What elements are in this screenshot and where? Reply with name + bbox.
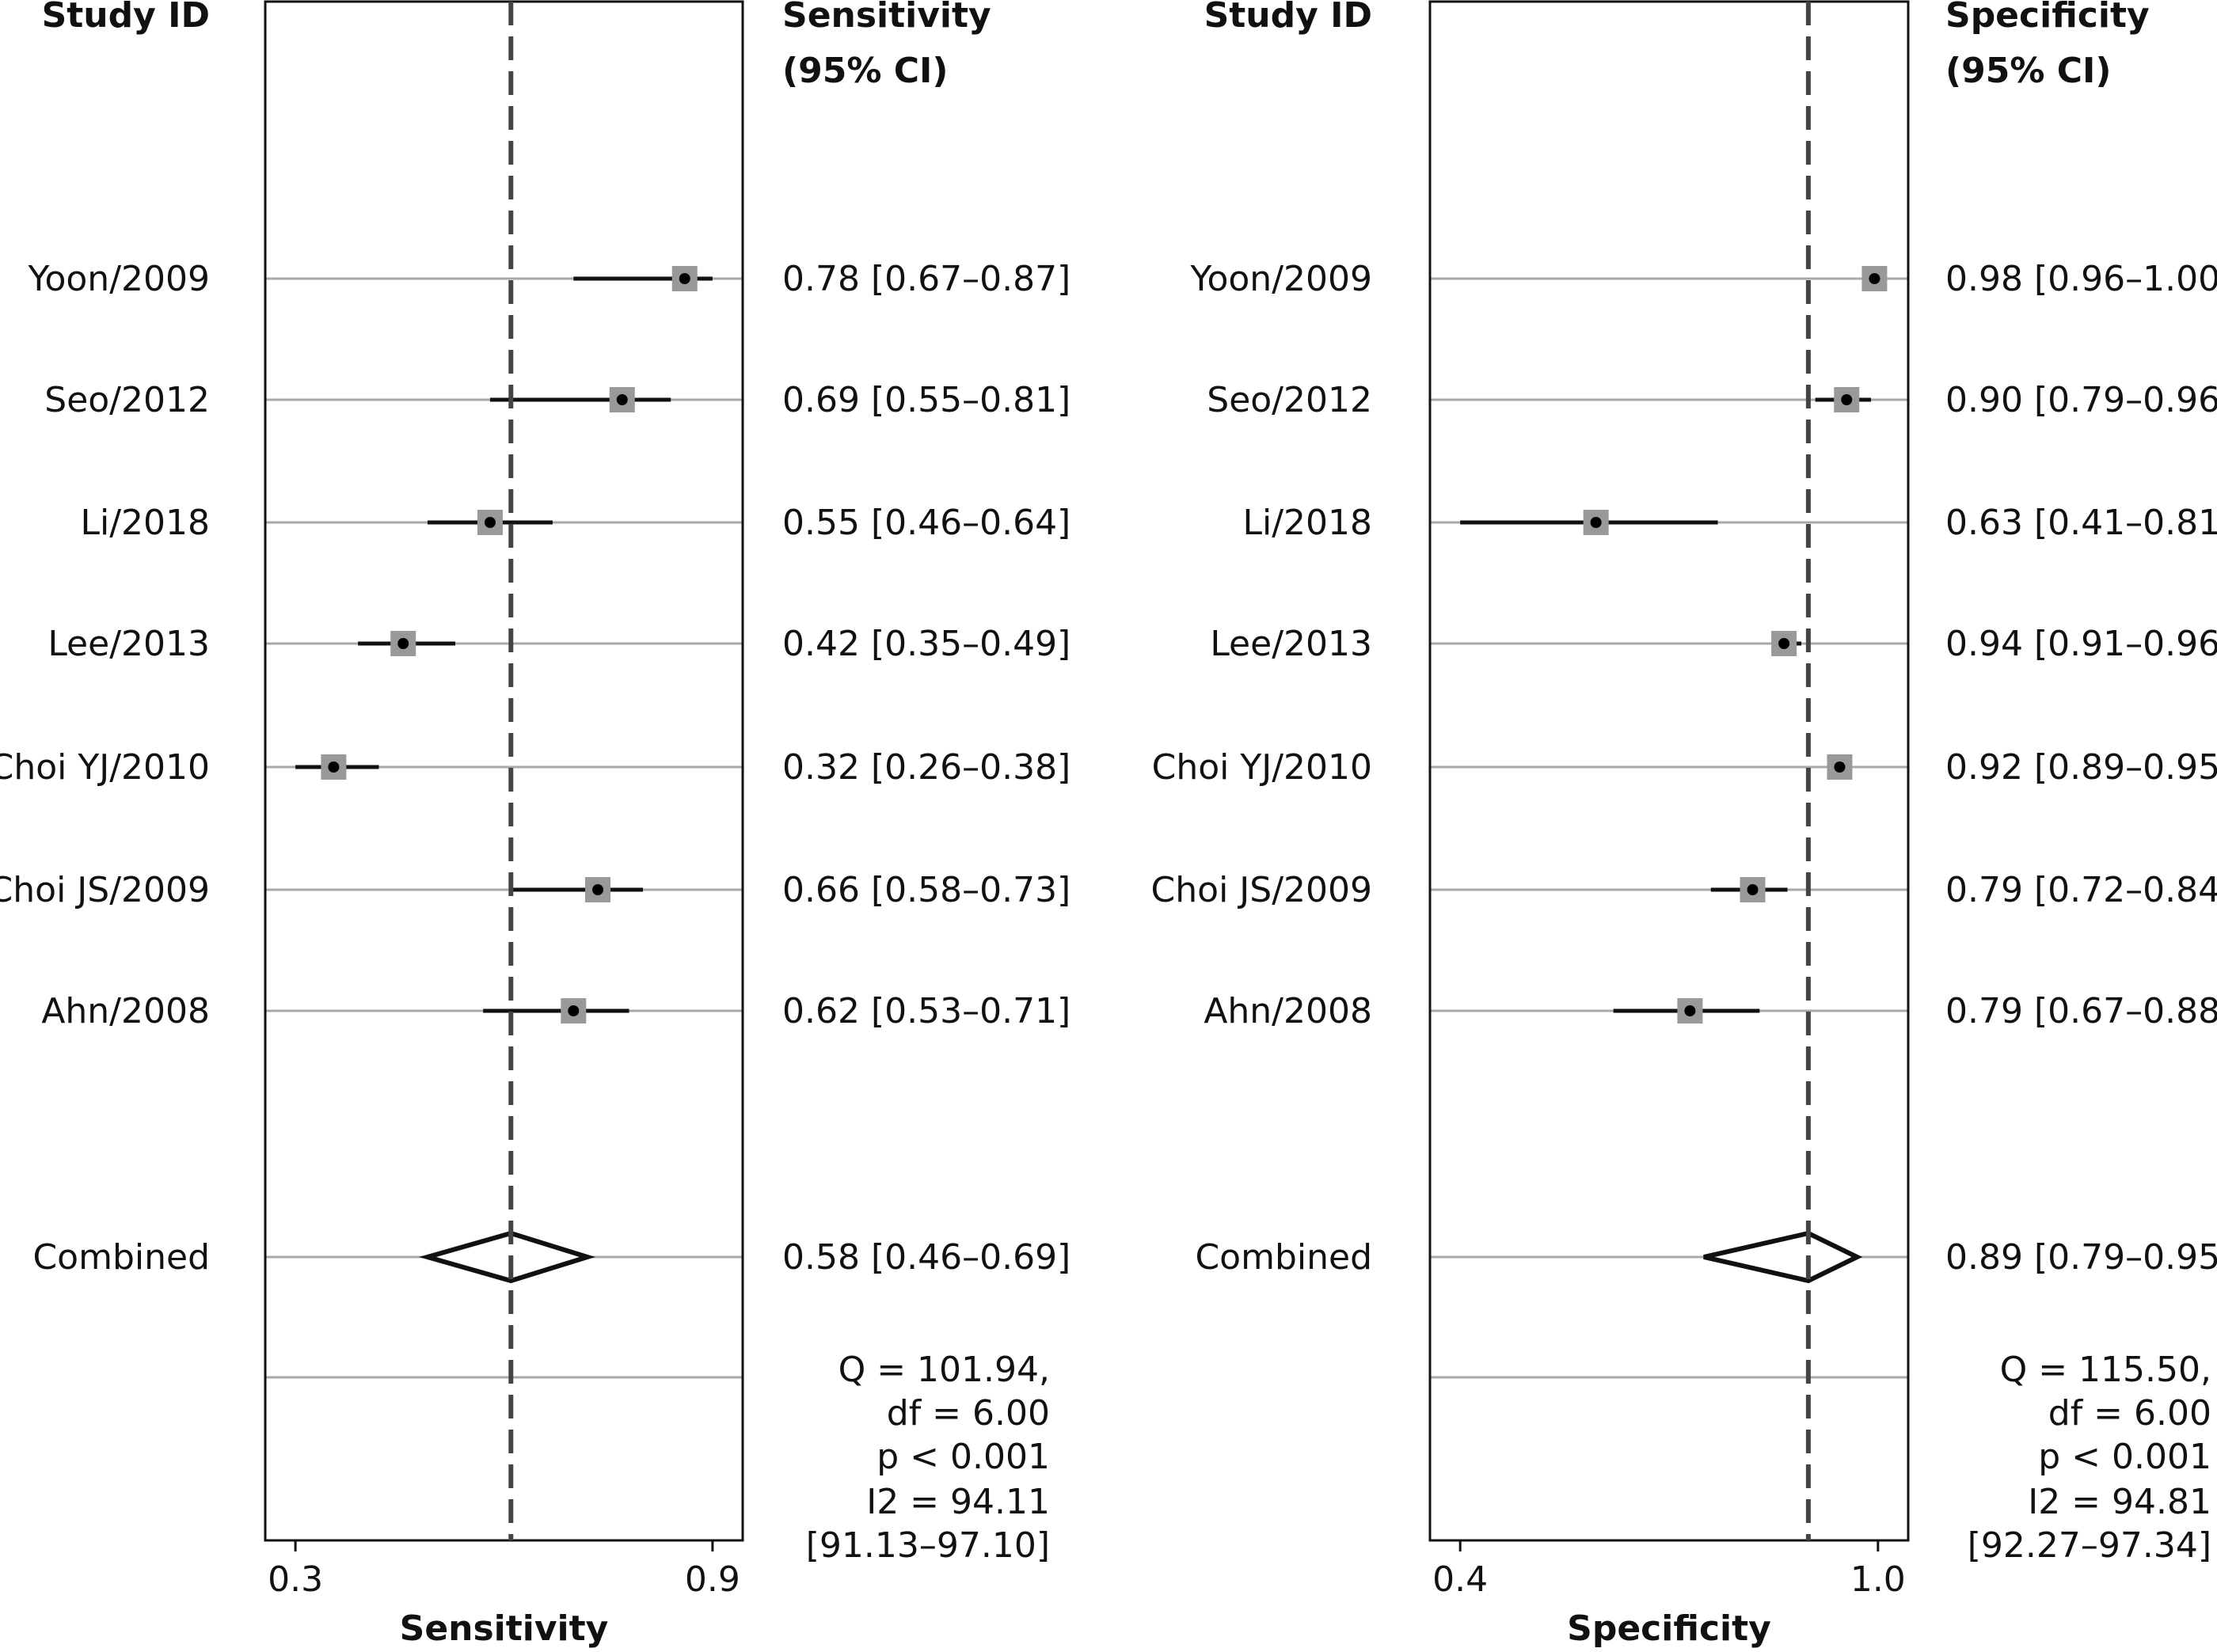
point-estimate bbox=[616, 394, 628, 405]
point-estimate bbox=[1841, 394, 1853, 405]
study-id-header: Study ID bbox=[42, 0, 210, 36]
study-label: Li/2018 bbox=[80, 503, 210, 543]
study-label: Li/2018 bbox=[1242, 503, 1372, 543]
combined-label: Combined bbox=[32, 1237, 210, 1278]
study-label: Choi JS/2009 bbox=[0, 870, 210, 910]
point-estimate bbox=[1747, 884, 1759, 895]
study-estimate-text: 0.94 [0.91–0.96] bbox=[1945, 624, 2217, 664]
study-estimate-text: 0.66 [0.58–0.73] bbox=[782, 870, 1070, 910]
study-estimate-text: 0.63 [0.41–0.81] bbox=[1945, 503, 2217, 543]
study-estimate-text: 0.69 [0.55–0.81] bbox=[782, 380, 1070, 420]
study-label: Seo/2012 bbox=[44, 380, 210, 420]
forest-panel-1: Study ID Sensitivity (95% CI) 0.3 0.9 Sensiti… bbox=[0, 0, 1070, 1649]
study-label: Choi YJ/2010 bbox=[0, 747, 210, 788]
study-label: Lee/2013 bbox=[48, 624, 210, 664]
point-estimate bbox=[484, 517, 496, 528]
heterogeneity-stat: df = 6.00 bbox=[2048, 1393, 2211, 1434]
study-estimate-text: 0.78 [0.67–0.87] bbox=[782, 259, 1070, 299]
point-estimate bbox=[568, 1005, 580, 1016]
heterogeneity-stat: p < 0.001 bbox=[2038, 1437, 2211, 1477]
point-estimate bbox=[1778, 638, 1790, 649]
heterogeneity-stat: [91.13–97.10] bbox=[806, 1525, 1050, 1566]
ci-header: (95% CI) bbox=[1945, 51, 2112, 91]
point-estimate bbox=[328, 761, 340, 773]
study-label: Choi JS/2009 bbox=[1151, 870, 1372, 910]
x-tick-label: 0.4 bbox=[1432, 1559, 1488, 1600]
x-axis-label: Sensitivity bbox=[400, 1608, 609, 1649]
point-estimate bbox=[397, 638, 409, 649]
study-estimate-text: 0.92 [0.89–0.95] bbox=[1945, 747, 2217, 788]
heterogeneity-stat: [92.27–97.34] bbox=[1968, 1525, 2211, 1566]
combined-estimate-text: 0.89 [0.79–0.95] bbox=[1945, 1237, 2217, 1278]
study-label: Lee/2013 bbox=[1210, 624, 1372, 664]
x-axis-label: Specificity bbox=[1567, 1608, 1771, 1649]
study-label: Seo/2012 bbox=[1207, 380, 1372, 420]
study-estimate-text: 0.79 [0.72–0.84] bbox=[1945, 870, 2217, 910]
point-estimate bbox=[1684, 1005, 1696, 1016]
point-estimate bbox=[592, 884, 604, 895]
study-estimate-text: 0.79 [0.67–0.88] bbox=[1945, 991, 2217, 1031]
heterogeneity-stat: p < 0.001 bbox=[877, 1437, 1050, 1477]
point-estimate bbox=[1834, 761, 1846, 773]
ci-header: (95% CI) bbox=[782, 51, 949, 91]
heterogeneity-stat: I2 = 94.11 bbox=[866, 1482, 1050, 1522]
heterogeneity-stat: df = 6.00 bbox=[887, 1393, 1050, 1434]
study-estimate-text: 0.90 [0.79–0.96] bbox=[1945, 380, 2217, 420]
plot-frame bbox=[264, 0, 744, 1542]
study-estimate-text: 0.42 [0.35–0.49] bbox=[782, 624, 1070, 664]
point-estimate bbox=[1869, 273, 1880, 284]
x-tick-label: 1.0 bbox=[1850, 1559, 1906, 1600]
study-label: Ahn/2008 bbox=[41, 991, 210, 1031]
combined-estimate-text: 0.58 [0.46–0.69] bbox=[782, 1237, 1070, 1278]
point-estimate bbox=[679, 273, 690, 284]
study-id-header: Study ID bbox=[1204, 0, 1372, 36]
estimate-header: Sensitivity bbox=[782, 0, 991, 36]
study-label: Yoon/2009 bbox=[27, 259, 210, 299]
combined-diamond bbox=[1703, 1230, 1863, 1284]
heterogeneity-stat: Q = 101.94, bbox=[839, 1350, 1050, 1390]
study-estimate-text: 0.98 [0.96–1.00] bbox=[1945, 259, 2217, 299]
study-estimate-text: 0.55 [0.46–0.64] bbox=[782, 503, 1070, 543]
study-label: Ahn/2008 bbox=[1204, 991, 1372, 1031]
combined-label: Combined bbox=[1195, 1237, 1372, 1278]
study-label: Choi YJ/2010 bbox=[1152, 747, 1372, 788]
point-estimate bbox=[1590, 517, 1602, 528]
study-estimate-text: 0.62 [0.53–0.71] bbox=[782, 991, 1070, 1031]
estimate-header: Specificity bbox=[1945, 0, 2150, 36]
x-tick-label: 0.3 bbox=[268, 1559, 323, 1600]
heterogeneity-stat: I2 = 94.81 bbox=[2028, 1482, 2211, 1522]
heterogeneity-stat: Q = 115.50, bbox=[2000, 1350, 2211, 1390]
forest-panel-2: Study ID Specificity (95% CI) 0.4 1.0 Specifi… bbox=[1151, 0, 2217, 1649]
x-tick-label: 0.9 bbox=[685, 1559, 740, 1600]
plot-frame bbox=[1428, 0, 1910, 1542]
combined-diamond bbox=[418, 1230, 595, 1284]
study-estimate-text: 0.32 [0.26–0.38] bbox=[782, 747, 1070, 788]
study-label: Yoon/2009 bbox=[1189, 259, 1372, 299]
